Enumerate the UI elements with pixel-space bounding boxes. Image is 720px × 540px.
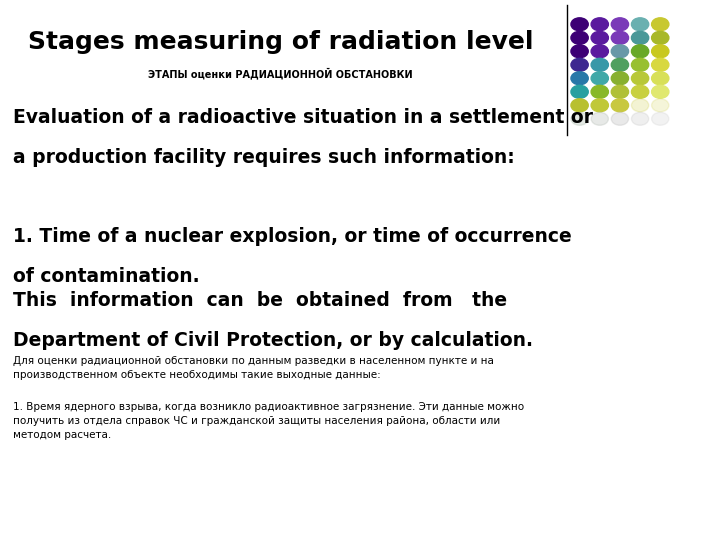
Text: a production facility requires such information:: a production facility requires such info… [13, 148, 515, 167]
Text: 1. Время ядерного взрыва, когда возникло радиоактивное загрязнение. Эти данные м: 1. Время ядерного взрыва, когда возникло… [13, 402, 524, 440]
Text: Department of Civil Protection, or by calculation.: Department of Civil Protection, or by ca… [13, 331, 533, 350]
Text: Для оценки радиационной обстановки по данным разведки в населенном пункте и на
п: Для оценки радиационной обстановки по да… [13, 356, 494, 381]
Text: This  information  can  be  obtained  from   the: This information can be obtained from th… [13, 291, 507, 309]
Text: Evaluation of a radioactive situation in a settlement or: Evaluation of a radioactive situation in… [13, 108, 593, 127]
Text: of contamination.: of contamination. [13, 267, 199, 286]
Text: ЭТАПЫ оценки РАДИАЦИОННОЙ ОБСТАНОВКИ: ЭТАПЫ оценки РАДИАЦИОННОЙ ОБСТАНОВКИ [148, 68, 413, 79]
Text: Stages measuring of radiation level: Stages measuring of radiation level [28, 30, 534, 53]
Text: 1. Time of a nuclear explosion, or time of occurrence: 1. Time of a nuclear explosion, or time … [13, 227, 572, 246]
